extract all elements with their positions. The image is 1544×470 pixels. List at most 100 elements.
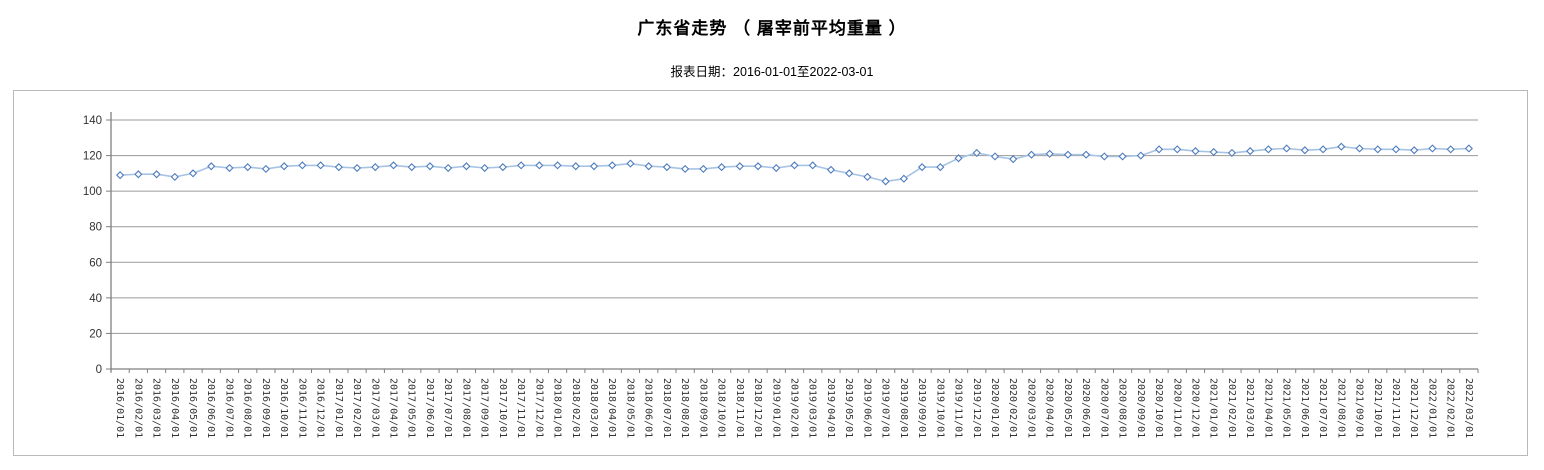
data-point-marker (990, 152, 1000, 161)
x-tick-label: 2016/03/01 (151, 378, 162, 438)
data-point-marker (170, 172, 179, 181)
x-tick-label: 2021/07/01 (1317, 378, 1328, 438)
data-point-marker (1337, 142, 1346, 151)
data-point-marker (280, 162, 289, 171)
chart-container: 0 20 40 60 80 100 120 140 2016/01/01 2016/02/01 2… (13, 90, 1528, 456)
x-tick-label: 2021/02/01 (1226, 378, 1237, 438)
x-tick-label: 2019/08/01 (898, 378, 909, 438)
y-axis-labels: 0 20 40 60 80 100 120 140 (83, 115, 102, 376)
data-point-marker (1027, 150, 1036, 159)
x-tick-label: 2016/06/01 (205, 378, 216, 438)
x-tick-label: 2016/11/01 (296, 378, 307, 438)
x-axis-labels: 2016/01/01 2016/02/01 2016/03/01 2016/04/01… (114, 378, 1474, 438)
gridlines (111, 119, 1478, 334)
data-point-marker (1118, 152, 1127, 161)
x-tick-label: 2016/10/01 (278, 378, 289, 438)
y-tick-label: 120 (83, 151, 102, 163)
x-tick-label: 2018/02/01 (570, 378, 581, 438)
data-point-marker (1173, 145, 1182, 154)
data-point-markers (116, 142, 1473, 186)
data-point-marker (1209, 147, 1218, 157)
y-tick-label: 140 (83, 115, 102, 127)
data-point-marker (863, 172, 872, 181)
x-tick-label: 2020/10/01 (1153, 378, 1164, 438)
data-point-marker (371, 163, 380, 172)
x-tick-label: 2019/05/01 (843, 378, 854, 438)
data-point-marker (407, 163, 416, 172)
x-tick-label: 2019/04/01 (825, 378, 836, 438)
data-point-marker (1428, 144, 1437, 153)
x-tick-label: 2018/05/01 (624, 378, 635, 438)
x-tick-label: 2020/01/01 (989, 378, 1000, 438)
x-tick-label: 2021/08/01 (1335, 378, 1346, 438)
x-tick-label: 2017/09/01 (479, 378, 490, 438)
x-tick-label: 2018/11/01 (734, 378, 745, 438)
data-point-marker (1063, 150, 1072, 159)
data-point-marker (535, 161, 544, 170)
data-point-marker (881, 177, 890, 186)
data-point-marker (1227, 148, 1237, 157)
x-tick-label: 2021/11/01 (1390, 378, 1401, 438)
data-point-marker (954, 154, 963, 163)
data-point-marker (1391, 145, 1401, 154)
data-point-marker (134, 170, 143, 179)
y-tick-label: 60 (89, 257, 102, 269)
x-tick-label: 2021/09/01 (1354, 378, 1365, 438)
data-point-marker (1464, 144, 1473, 153)
x-tick-label: 2021/04/01 (1262, 378, 1273, 438)
data-point-marker (790, 161, 799, 170)
data-point-marker (1446, 145, 1455, 154)
y-tick-label: 20 (89, 328, 102, 340)
data-point-marker (352, 163, 362, 173)
data-point-marker (116, 171, 125, 180)
data-point-marker (498, 163, 507, 172)
data-point-marker (826, 165, 836, 174)
x-tick-label: 2018/06/01 (643, 378, 654, 438)
y-tick-label: 100 (83, 186, 102, 198)
x-tick-label: 2020/03/01 (1025, 378, 1036, 438)
data-point-marker (188, 169, 198, 178)
x-tick-label: 2020/02/01 (1007, 378, 1018, 438)
x-tick-label: 2016/01/01 (114, 378, 125, 438)
x-tick-label: 2018/09/01 (697, 378, 708, 438)
x-tick-label: 2022/01/01 (1426, 378, 1437, 438)
x-tick-label: 2021/05/01 (1281, 378, 1292, 438)
data-point-marker (717, 163, 726, 172)
x-tick-label: 2016/05/01 (187, 378, 198, 438)
x-tick-label: 2016/07/01 (223, 378, 234, 438)
x-tick-label: 2019/11/01 (953, 378, 964, 438)
x-tick-label: 2016/02/01 (132, 378, 143, 438)
x-tick-label: 2016/09/01 (260, 378, 271, 438)
data-point-marker (1282, 144, 1291, 153)
x-tick-label: 2020/11/01 (1171, 378, 1182, 438)
data-point-marker (1318, 145, 1328, 154)
x-tick-label: 2018/04/01 (606, 378, 617, 438)
data-point-marker (1045, 149, 1054, 158)
x-tick-label: 2017/10/01 (497, 378, 508, 438)
x-tick-label: 2016/08/01 (242, 378, 253, 438)
data-point-marker (1136, 151, 1145, 160)
x-tick-label: 2021/03/01 (1244, 378, 1255, 438)
x-tick-label: 2017/06/01 (424, 378, 435, 438)
data-point-marker (480, 163, 489, 173)
data-point-marker (243, 163, 252, 172)
x-tick-label: 2017/11/01 (515, 378, 526, 438)
x-tick-label: 2021/06/01 (1299, 378, 1310, 438)
x-tick-label: 2020/08/01 (1117, 378, 1128, 438)
data-point-marker (225, 163, 234, 173)
data-point-marker (1373, 145, 1382, 154)
data-point-marker (517, 161, 526, 170)
data-point-marker (298, 161, 307, 170)
data-point-marker (735, 162, 744, 171)
data-point-marker (662, 163, 671, 172)
x-tick-label: 2019/07/01 (880, 378, 891, 438)
x-tick-label: 2021/12/01 (1408, 378, 1419, 438)
data-point-marker (644, 162, 653, 171)
data-point-marker (1009, 155, 1018, 164)
x-tick-label: 2022/03/01 (1463, 378, 1474, 438)
x-tick-label: 2020/12/01 (1189, 378, 1200, 438)
data-point-marker (972, 148, 981, 157)
data-point-marker (1264, 145, 1273, 154)
x-tick-label: 2018/07/01 (661, 378, 672, 438)
